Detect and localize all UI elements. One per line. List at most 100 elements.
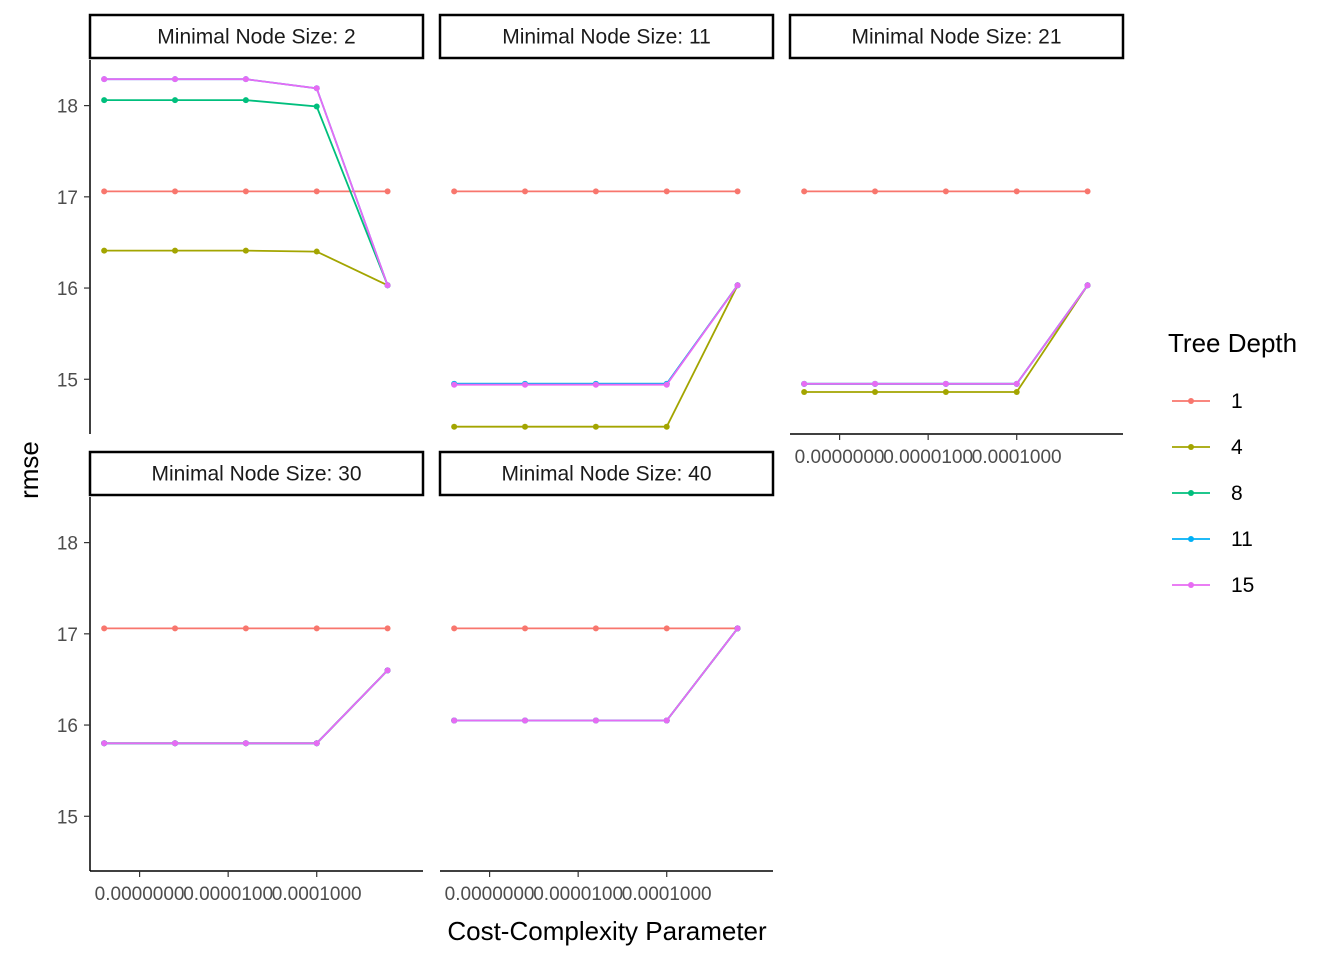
legend-label: 8 bbox=[1231, 482, 1243, 505]
data-point-depth-4 bbox=[1013, 389, 1020, 396]
data-point-depth-1 bbox=[451, 188, 458, 195]
data-point-depth-1 bbox=[101, 188, 108, 195]
x-tick-label: 0.0001000 bbox=[972, 447, 1062, 468]
data-point-depth-15 bbox=[101, 76, 108, 83]
legend-key-point bbox=[1188, 490, 1194, 496]
data-point-depth-15 bbox=[1084, 282, 1091, 289]
data-point-depth-15 bbox=[942, 380, 949, 387]
series-line-depth-15 bbox=[804, 284, 1089, 385]
data-point-depth-1 bbox=[522, 188, 529, 195]
data-point-depth-4 bbox=[172, 247, 179, 254]
data-point-depth-8 bbox=[242, 97, 249, 104]
y-tick-label: 18 bbox=[57, 97, 78, 118]
series-line-depth-11 bbox=[104, 669, 389, 745]
data-point-depth-4 bbox=[872, 389, 879, 396]
series-line-depth-11 bbox=[454, 627, 739, 722]
series-line-depth-15 bbox=[454, 627, 739, 722]
data-point-depth-15 bbox=[384, 667, 391, 674]
series-line-depth-8 bbox=[454, 627, 739, 722]
data-point-depth-1 bbox=[101, 625, 108, 632]
data-point-depth-1 bbox=[242, 188, 249, 195]
data-point-depth-1 bbox=[313, 188, 320, 195]
data-point-depth-15 bbox=[801, 380, 808, 387]
data-point-depth-4 bbox=[451, 423, 458, 430]
facet-strip-label: Minimal Node Size: 30 bbox=[151, 463, 361, 486]
series-line-depth-4 bbox=[804, 284, 1089, 393]
data-point-depth-4 bbox=[313, 248, 320, 255]
legend-key-point bbox=[1188, 398, 1194, 404]
facet-strip bbox=[438, 450, 775, 497]
x-tick-label: 0.0000100 bbox=[883, 447, 973, 468]
data-point-depth-15 bbox=[1013, 380, 1020, 387]
data-point-depth-1 bbox=[522, 625, 529, 632]
data-point-depth-4 bbox=[592, 423, 599, 430]
data-point-depth-15 bbox=[101, 740, 108, 747]
data-point-depth-1 bbox=[592, 188, 599, 195]
data-point-depth-15 bbox=[451, 381, 458, 388]
facet-strip-label: Minimal Node Size: 40 bbox=[501, 463, 711, 486]
data-point-depth-1 bbox=[663, 625, 670, 632]
series-line-depth-4 bbox=[104, 669, 389, 745]
data-point-depth-4 bbox=[101, 247, 108, 254]
data-point-depth-15 bbox=[172, 76, 179, 83]
data-point-depth-15 bbox=[522, 717, 529, 724]
data-point-depth-1 bbox=[734, 188, 741, 195]
x-tick-label: 0.0000100 bbox=[533, 884, 623, 905]
data-point-depth-4 bbox=[942, 389, 949, 396]
series-line-depth-4 bbox=[104, 249, 388, 287]
series-line-depth-4 bbox=[454, 284, 739, 428]
data-point-depth-8 bbox=[313, 103, 320, 110]
series-line-depth-11 bbox=[804, 284, 1089, 385]
x-tick-label: 0.0000100 bbox=[183, 884, 273, 905]
data-point-depth-1 bbox=[384, 625, 391, 632]
facet-strip-label: Minimal Node Size: 2 bbox=[157, 26, 355, 49]
series-line-depth-8 bbox=[104, 669, 389, 745]
series-line-depth-8 bbox=[804, 284, 1089, 385]
facet-strip bbox=[88, 450, 425, 497]
data-point-depth-4 bbox=[522, 423, 529, 430]
legend-title: Tree Depth bbox=[1168, 328, 1297, 358]
legend-label: 4 bbox=[1231, 436, 1243, 459]
x-tick-label: 0.0001000 bbox=[622, 884, 712, 905]
data-point-depth-15 bbox=[384, 282, 391, 289]
legend-label: 15 bbox=[1231, 574, 1254, 597]
data-point-depth-1 bbox=[872, 188, 879, 195]
y-axis-title: rmse bbox=[14, 441, 44, 499]
facet-strip bbox=[438, 13, 775, 60]
y-tick-label: 15 bbox=[57, 370, 78, 391]
data-point-depth-15 bbox=[734, 282, 741, 289]
data-point-depth-15 bbox=[242, 76, 249, 83]
data-point-depth-15 bbox=[172, 740, 179, 747]
x-tick-label: 0.0001000 bbox=[272, 884, 362, 905]
data-point-depth-1 bbox=[451, 625, 458, 632]
y-tick-label: 18 bbox=[57, 534, 78, 555]
legend-key-point bbox=[1188, 582, 1194, 588]
facet-strip bbox=[88, 13, 425, 60]
data-point-depth-1 bbox=[313, 625, 320, 632]
data-point-depth-4 bbox=[801, 389, 808, 396]
data-point-depth-15 bbox=[313, 740, 320, 747]
data-point-depth-1 bbox=[942, 188, 949, 195]
legend-key-point bbox=[1188, 444, 1194, 450]
data-point-depth-15 bbox=[872, 380, 879, 387]
series-line-depth-15 bbox=[104, 669, 389, 745]
data-point-depth-1 bbox=[592, 625, 599, 632]
y-tick-label: 16 bbox=[57, 279, 78, 300]
data-point-depth-4 bbox=[242, 247, 249, 254]
x-tick-label: 0.0000000 bbox=[445, 884, 535, 905]
data-point-depth-15 bbox=[313, 85, 320, 92]
y-tick-label: 15 bbox=[57, 807, 78, 828]
series-line-depth-11 bbox=[104, 78, 389, 286]
data-point-depth-1 bbox=[384, 188, 391, 195]
data-point-depth-1 bbox=[801, 188, 808, 195]
x-axis-title: Cost-Complexity Parameter bbox=[447, 916, 767, 946]
legend-key-point bbox=[1188, 536, 1194, 542]
x-tick-label: 0.0000000 bbox=[795, 447, 885, 468]
data-point-depth-15 bbox=[592, 381, 599, 388]
facet-strip bbox=[788, 13, 1125, 60]
data-point-depth-15 bbox=[663, 717, 670, 724]
series-line-depth-4 bbox=[454, 627, 739, 722]
data-point-depth-8 bbox=[172, 97, 179, 104]
